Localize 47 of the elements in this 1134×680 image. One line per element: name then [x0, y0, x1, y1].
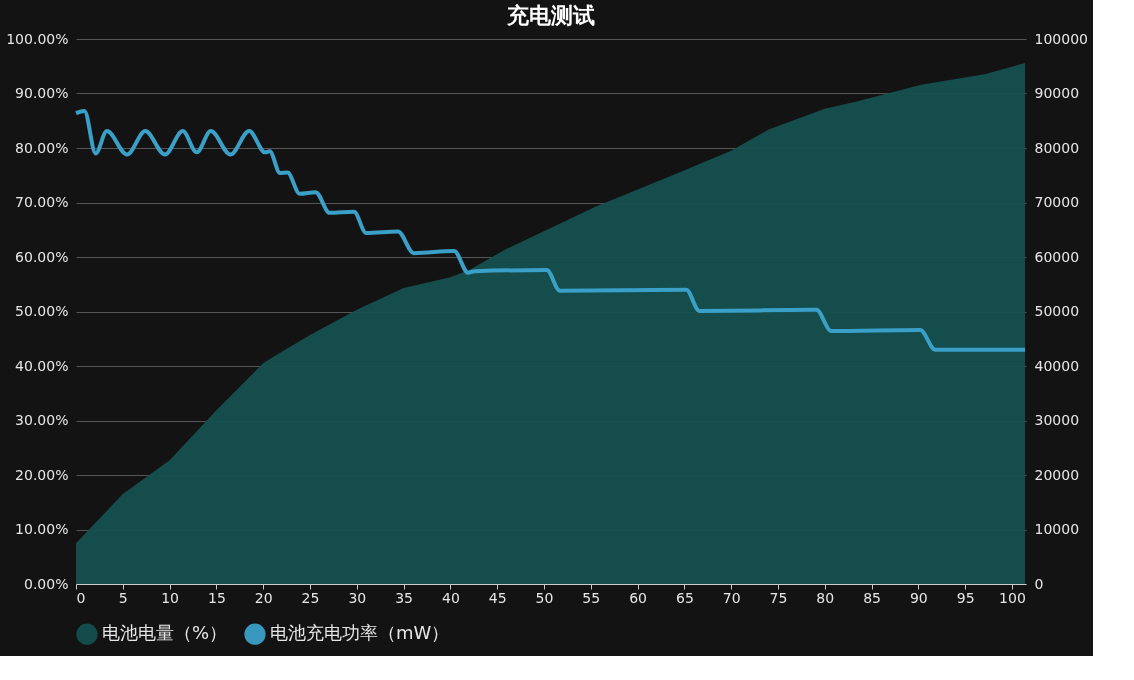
y-tick-label: 20.00%: [15, 466, 69, 483]
x-tick-label: 25: [301, 589, 320, 606]
y-tick-label: 0.00%: [24, 575, 69, 592]
legend-label: 电池电量（%）: [102, 622, 228, 644]
x-tick-label: 40: [441, 589, 460, 606]
legend-label: 电池充电功率（mW）: [270, 622, 450, 644]
y2-tick-label: 80000: [1034, 139, 1080, 156]
x-tick-label: 90: [909, 589, 928, 606]
x-tick-label: 35: [395, 589, 413, 606]
y-tick-label: 80.00%: [15, 139, 69, 156]
line-series: [74, 108, 1028, 352]
y-tick-label: 10.00%: [15, 521, 69, 537]
x-tick-label: 30: [348, 589, 367, 606]
y2-tick-label: 50000: [1034, 303, 1080, 319]
y-tick-label: 50.00%: [15, 303, 69, 319]
x-tick-label: 10: [161, 589, 180, 606]
y2-tick-label: 40000: [1034, 357, 1080, 374]
x-tick-label: 70: [722, 589, 741, 606]
y-tick-label: 70.00%: [15, 194, 69, 210]
y2-tick-label: 90000: [1034, 85, 1080, 101]
y2-tick-label: 30000: [1034, 412, 1080, 428]
y2-tick-label: 0: [1034, 575, 1044, 592]
x-tick-label: 65: [675, 589, 694, 606]
y2-tick-label: 20000: [1034, 466, 1080, 483]
x-tick-label: 0: [76, 589, 86, 606]
y2-tick-label: 70000: [1034, 194, 1080, 210]
x-tick-label: 75: [769, 589, 788, 606]
x-tick-label: 85: [863, 589, 881, 606]
x-tick-label: 20: [254, 589, 273, 606]
y-tick-label: 100.00%: [6, 30, 69, 47]
x-tick-label: 5: [118, 589, 128, 606]
y2-tick-label: 60000: [1034, 248, 1080, 265]
x-tick-label: 60: [629, 589, 647, 606]
chart-title: 充电测试: [506, 3, 595, 28]
y-tick-label: 90.00%: [15, 85, 69, 101]
y-tick-label: 60.00%: [15, 248, 69, 265]
x-tick-label: 15: [207, 589, 226, 606]
x-tick-label: 55: [582, 589, 601, 606]
x-tick-label: 100: [999, 589, 1026, 606]
y2-tick-label: 100000: [1034, 30, 1088, 47]
y2-tick-label: 10000: [1034, 521, 1080, 537]
x-tick-label: 80: [816, 589, 835, 606]
x-tick-label: 50: [535, 589, 554, 606]
y-tick-label: 40.00%: [15, 357, 69, 374]
x-tick-label: 45: [488, 589, 507, 606]
y-tick-label: 30.00%: [15, 412, 69, 428]
x-tick-label: 95: [956, 589, 975, 606]
